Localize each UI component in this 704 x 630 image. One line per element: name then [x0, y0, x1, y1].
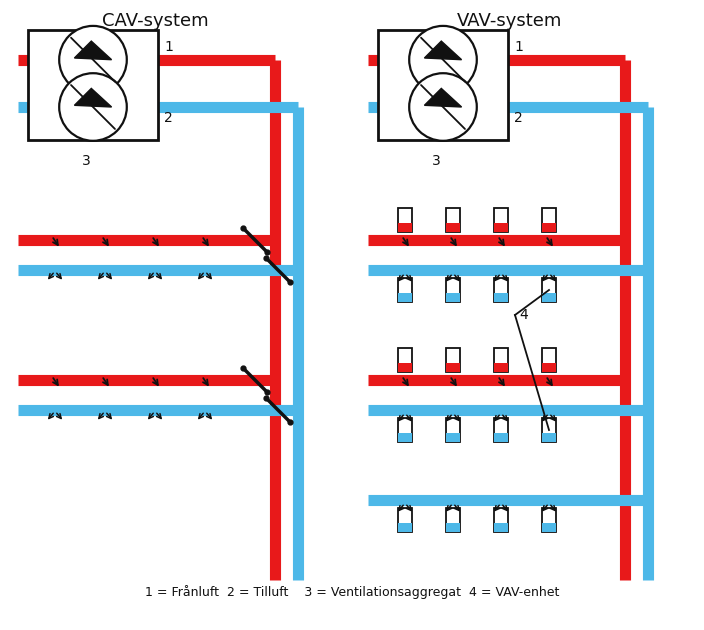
Bar [542, 348, 556, 372]
Bar [542, 224, 556, 232]
Bar [542, 294, 556, 302]
Text: 2: 2 [164, 111, 172, 125]
Bar [542, 508, 556, 532]
Bar [542, 364, 556, 372]
Polygon shape [425, 88, 462, 107]
Circle shape [59, 73, 127, 140]
Bar [542, 524, 556, 532]
Bar [494, 208, 508, 232]
Text: 3: 3 [432, 154, 441, 168]
Bar [542, 208, 556, 232]
Bar [446, 294, 460, 302]
Bar [398, 224, 412, 232]
Bar [494, 508, 508, 532]
Text: 4: 4 [519, 308, 528, 322]
Bar [494, 224, 508, 232]
Bar [446, 278, 460, 302]
Bar [398, 208, 412, 232]
Bar [494, 418, 508, 442]
Bar [494, 278, 508, 302]
Bar [398, 348, 412, 372]
Text: 1: 1 [164, 40, 173, 54]
Bar [494, 433, 508, 442]
Bar [446, 348, 460, 372]
Bar [398, 364, 412, 372]
Polygon shape [75, 41, 112, 60]
Bar [542, 433, 556, 442]
Bar [494, 364, 508, 372]
Bar [398, 524, 412, 532]
Bar [398, 278, 412, 302]
Bar [542, 418, 556, 442]
Circle shape [409, 73, 477, 140]
Bar [446, 433, 460, 442]
Text: 3: 3 [82, 154, 91, 168]
Text: 2: 2 [514, 111, 523, 125]
Polygon shape [75, 88, 112, 107]
Circle shape [59, 26, 127, 93]
Bar [542, 278, 556, 302]
Circle shape [409, 26, 477, 93]
Bar [398, 508, 412, 532]
Bar [446, 364, 460, 372]
Text: CAV-system: CAV-system [101, 12, 208, 30]
Bar [378, 30, 508, 140]
Bar [446, 418, 460, 442]
Bar [446, 508, 460, 532]
Bar [446, 224, 460, 232]
Bar [398, 433, 412, 442]
Bar [494, 524, 508, 532]
Text: 1 = Frånluft  2 = Tilluft    3 = Ventilationsaggregat  4 = VAV-enhet: 1 = Frånluft 2 = Tilluft 3 = Ventilation… [145, 585, 559, 599]
Bar [398, 418, 412, 442]
Bar [446, 208, 460, 232]
Bar [398, 294, 412, 302]
Polygon shape [425, 41, 462, 60]
Bar [494, 348, 508, 372]
Bar [446, 524, 460, 532]
Bar [28, 30, 158, 140]
Bar [494, 294, 508, 302]
Text: 1: 1 [514, 40, 523, 54]
Text: VAV-system: VAV-system [458, 12, 562, 30]
